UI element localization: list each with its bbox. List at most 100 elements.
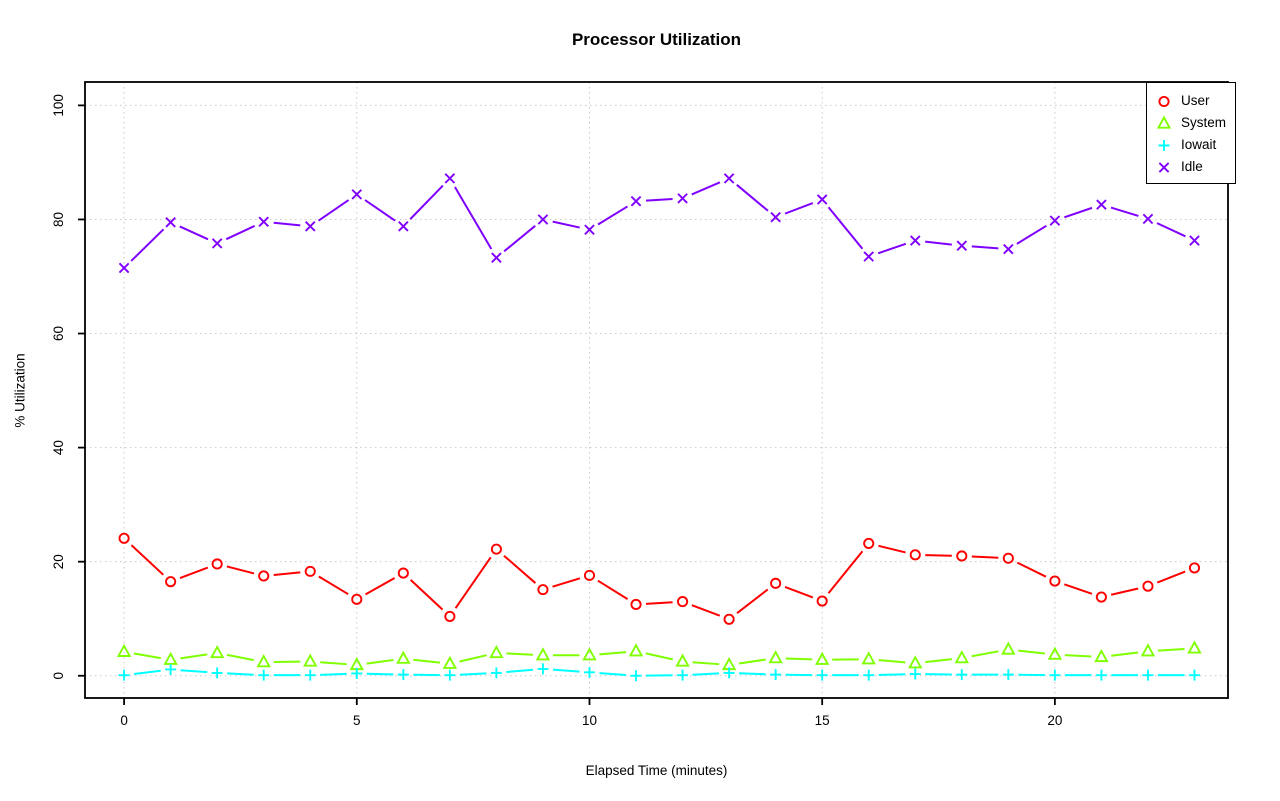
marker-triangle-icon: [163, 651, 178, 665]
series-segment: [971, 650, 999, 658]
series-segment: [925, 658, 952, 664]
x-axis-label: Elapsed Time (minutes): [585, 763, 728, 778]
plot-border: [84, 81, 1229, 699]
series-segment: [133, 669, 161, 675]
gridlines: [85, 82, 1228, 698]
legend-item-user: User: [1156, 90, 1227, 112]
marker-plus-icon: [1002, 669, 1014, 681]
marker-plus-icon: [444, 669, 456, 681]
series-idle: [118, 173, 1200, 274]
series-segment: [225, 225, 256, 241]
series-segment: [692, 672, 720, 676]
marker-plus-icon: [677, 669, 689, 681]
marker-x-icon: [1158, 162, 1170, 173]
marker-x-icon: [165, 217, 176, 228]
marker-triangle-icon: [1140, 643, 1156, 657]
series-segment: [506, 668, 534, 674]
marker-x-icon: [770, 211, 781, 223]
marker-plus-icon: [956, 669, 968, 681]
series-segment: [1064, 583, 1093, 595]
marker-x-icon: [351, 189, 363, 200]
marker-plus-icon: [583, 666, 595, 678]
marker-circle-icon: [630, 598, 642, 611]
series-segment: [409, 184, 444, 220]
marker-x-icon: [1142, 213, 1154, 225]
series-segment: [739, 672, 766, 676]
legend-label: System: [1181, 115, 1227, 130]
marker-x-icon: [491, 252, 502, 263]
series-segment: [784, 202, 814, 215]
marker-plus-icon: [863, 669, 875, 681]
marker-x-icon: [304, 221, 316, 232]
marker-plus-icon: [816, 669, 828, 681]
marker-x-icon: [909, 235, 921, 246]
marker-plus-icon: [537, 663, 549, 675]
series-segment: [227, 672, 254, 676]
y-tick-label: 40: [51, 440, 66, 455]
y-tick-label: 100: [51, 94, 66, 117]
marker-circle-icon: [816, 595, 828, 607]
series-segment: [320, 661, 347, 666]
legend: User System Iowait Idle: [1146, 82, 1236, 184]
marker-triangle-icon: [1047, 646, 1063, 660]
marker-circle-icon: [258, 570, 270, 582]
series-segment: [599, 672, 627, 677]
marker-triangle-icon: [1094, 648, 1109, 663]
marker-circle-icon: [537, 584, 549, 596]
marker-triangle-icon: [489, 644, 504, 659]
marker-triangle-icon: [116, 643, 132, 657]
series-system: [116, 640, 1202, 671]
series-segment: [691, 181, 721, 196]
marker-x-icon: [1096, 199, 1107, 210]
marker-x-icon: [258, 216, 269, 228]
series-segment: [1157, 647, 1185, 652]
series-user: [118, 532, 1201, 625]
marker-circle-icon: [1049, 575, 1061, 587]
series-segment: [273, 571, 301, 576]
series-segment: [179, 566, 209, 580]
series-segment: [273, 221, 301, 227]
series-segment: [878, 673, 906, 676]
series-segment: [317, 199, 350, 222]
series-segment: [1110, 587, 1139, 596]
marker-x-icon: [677, 193, 688, 204]
marker-triangle-icon: [861, 651, 876, 665]
marker-triangle-icon: [1001, 641, 1016, 655]
legend-label: Idle: [1181, 159, 1203, 174]
marker-circle-icon: [1188, 562, 1201, 574]
marker-x-icon: [1189, 235, 1200, 246]
series-segment: [180, 669, 208, 674]
series-segment: [454, 556, 492, 609]
marker-triangle-icon: [768, 650, 783, 664]
series-segment: [736, 588, 769, 614]
series-segment: [738, 658, 766, 665]
marker-plus-icon: [1188, 669, 1200, 681]
marker-x-icon: [444, 173, 456, 184]
marker-plus-icon: [1142, 669, 1154, 681]
series-segment: [877, 242, 907, 255]
marker-triangle-icon: [256, 654, 271, 668]
marker-circle-icon: [118, 532, 130, 544]
x-tick-label: 20: [1047, 713, 1062, 728]
series-segment: [318, 575, 349, 596]
marker-x-icon: [398, 221, 409, 232]
series-segment: [827, 550, 864, 594]
series-segment: [366, 672, 394, 676]
series-segment: [878, 659, 906, 664]
marker-circle-icon: [1142, 580, 1154, 592]
series-segment: [130, 544, 164, 576]
series-segment: [552, 577, 581, 588]
marker-x-icon: [118, 262, 130, 274]
marker-x-icon: [211, 238, 223, 249]
series-segment: [1018, 649, 1046, 655]
marker-triangle-icon: [582, 647, 597, 661]
marker-plus-icon: [723, 667, 735, 679]
series-segment: [925, 554, 952, 557]
series-segment: [1156, 222, 1186, 238]
series-segment: [971, 245, 999, 250]
marker-triangle-icon: [396, 650, 411, 664]
series-segment: [503, 554, 537, 584]
series-segment: [130, 228, 165, 262]
legend-marker-triangle-icon: [1156, 115, 1172, 129]
series-segment: [552, 220, 580, 229]
